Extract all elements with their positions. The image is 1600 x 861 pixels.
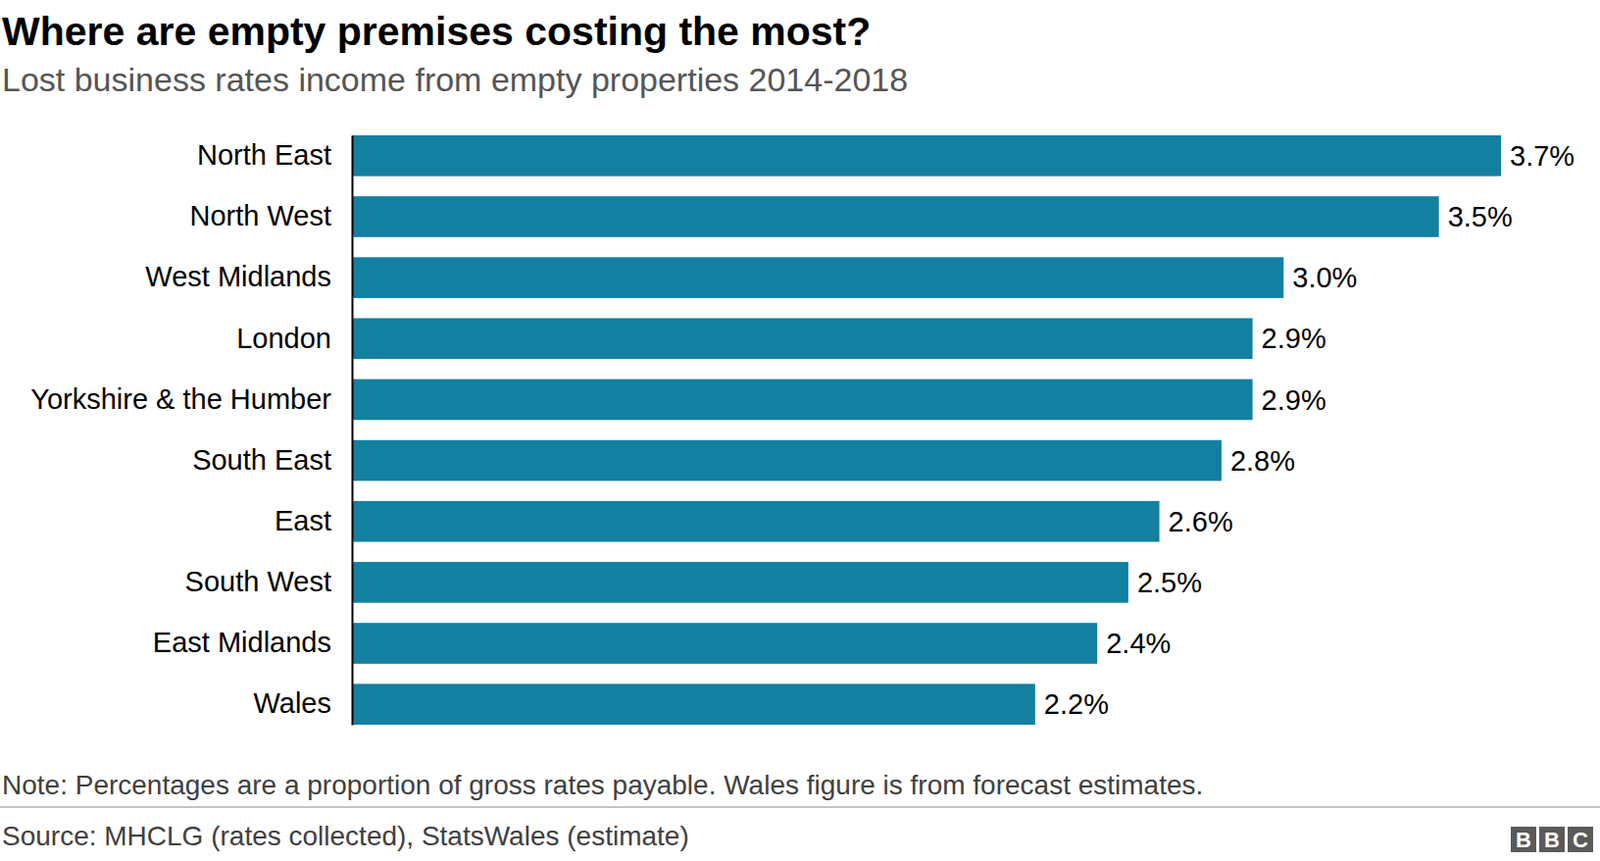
tick: South East: [192, 444, 352, 476]
data-label: 2.4%: [1105, 627, 1171, 659]
bar: [351, 683, 1036, 725]
tick: North West: [189, 200, 352, 232]
tick: Wales: [253, 687, 353, 719]
logo: BBC: [1510, 826, 1594, 852]
category-label: London: [236, 322, 332, 354]
data-label: 2.8%: [1230, 445, 1296, 477]
note: Note: Percentages are a proportion of gr…: [1, 769, 1203, 800]
tick: North East: [197, 139, 352, 171]
category-label: Wales: [253, 687, 333, 719]
bar: [351, 440, 1222, 482]
data-label: 2.6%: [1168, 505, 1234, 538]
separator: [0, 805, 1600, 808]
data-label: 2.9%: [1261, 322, 1327, 354]
logo-letter: B: [1544, 827, 1560, 852]
logo-box: [1539, 826, 1565, 852]
category-label: North East: [197, 139, 332, 171]
data-label: 3.7%: [1509, 140, 1575, 172]
bar: [351, 196, 1440, 238]
tick: West Midlands: [145, 260, 352, 293]
bars: [351, 135, 1501, 725]
bar: [351, 317, 1253, 359]
category-label: West Midlands: [145, 260, 332, 293]
bar: [351, 135, 1501, 177]
data-label: 2.9%: [1261, 384, 1327, 416]
data-label: 3.5%: [1448, 200, 1513, 233]
data-label: 2.2%: [1044, 688, 1109, 720]
y-axis: North East North West West Midlands London Y…: [30, 136, 352, 726]
category-label: East Midlands: [152, 626, 332, 658]
tick: South West: [185, 565, 352, 598]
bar: [351, 256, 1284, 299]
logo-letter: C: [1572, 827, 1589, 852]
logo-box: [1567, 826, 1594, 852]
tick: Yorkshire & the Humber: [30, 383, 352, 415]
bar: [351, 379, 1253, 421]
category-label: South East: [192, 444, 332, 476]
tick: London: [236, 322, 352, 354]
logo-letter: B: [1515, 827, 1532, 852]
bar: [351, 622, 1098, 664]
data-label: 2.5%: [1137, 566, 1202, 599]
category-label: North West: [189, 200, 332, 232]
bar: [351, 561, 1129, 603]
logo-box: [1510, 826, 1537, 852]
category-label: Yorkshire & the Humber: [30, 383, 332, 415]
chart: Where are empty premises costing the mos…: [0, 0, 1600, 861]
bar: [351, 500, 1160, 543]
tick: East Midlands: [152, 626, 352, 658]
source: Source: MHCLG (rates collected), StatsWa…: [1, 820, 690, 851]
title: Where are empty premises costing the mos…: [1, 8, 871, 54]
data-labels: 3.7% 3.5% 3.0% 2.9% 2.9% 2.8% 2.6% 2.5% 2.4% 2.2%: [1044, 140, 1575, 720]
tick: East: [274, 504, 352, 537]
category-label: South West: [185, 565, 332, 598]
subtitle: Lost business rates income from empty pr…: [1, 60, 908, 99]
category-label: East: [274, 504, 332, 537]
axis-line: [351, 136, 354, 726]
data-label: 3.0%: [1292, 261, 1357, 294]
